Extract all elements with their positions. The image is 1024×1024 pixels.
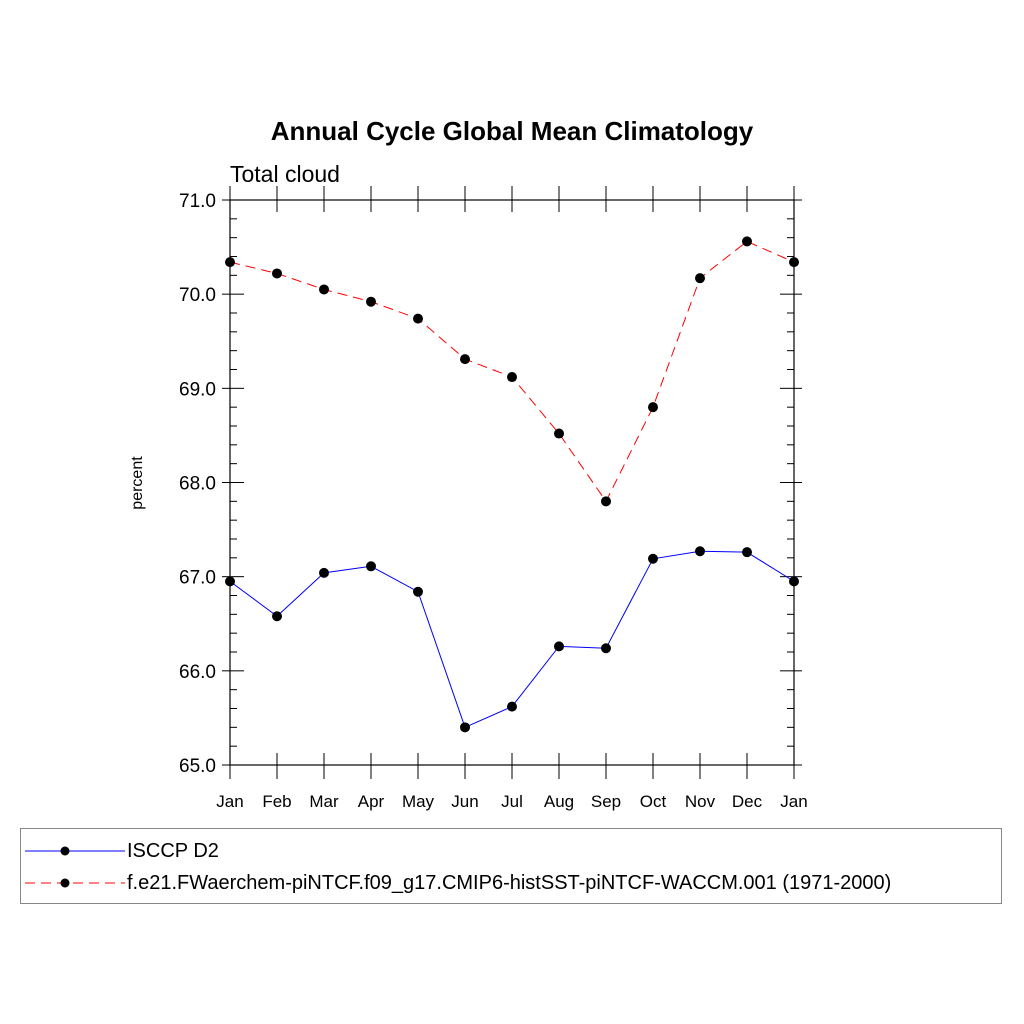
y-axis-label: percent [129, 456, 146, 510]
series-0-point [789, 576, 799, 587]
y-tick-label: 68.0 [179, 474, 216, 495]
series-1-point [648, 402, 658, 413]
x-tick-label: Sep [591, 792, 621, 811]
x-tick-label: Aug [544, 792, 574, 811]
series-0-point [507, 701, 517, 712]
legend-label-model: f.e21.FWaerchem-piNTCF.f09_g17.CMIP6-his… [127, 872, 892, 894]
y-tick-label: 70.0 [179, 285, 216, 306]
x-tick-label: Nov [685, 792, 716, 811]
series-line-0 [229, 550, 795, 729]
series-0-point [742, 547, 752, 558]
x-tick-label: May [402, 792, 435, 811]
series-line-1 [229, 240, 795, 503]
x-tick-label: Jan [216, 792, 243, 811]
series-1-point [507, 372, 517, 383]
x-tick-label: Oct [640, 792, 667, 811]
x-tick-label: Feb [262, 792, 291, 811]
series-1-point [413, 313, 423, 324]
series-0-point [695, 546, 705, 557]
series-1-point [460, 354, 470, 365]
series-1-point [225, 257, 235, 268]
y-tick-label: 66.0 [179, 662, 216, 683]
series-0-point [366, 561, 376, 572]
series-0-point [413, 586, 423, 597]
chart-subtitle: Total cloud [230, 161, 340, 187]
series-1-point [742, 236, 752, 247]
chart-title: Annual Cycle Global Mean Climatology [271, 116, 754, 146]
legend: ISCCP D2 f.e21.FWaerchem-piNTCF.f09_g17.… [20, 828, 1002, 904]
series-0-point [601, 643, 611, 654]
y-tick-label: 71.0 [179, 191, 216, 212]
series-1-point [789, 257, 799, 268]
series-0-point [460, 722, 470, 733]
legend-item-isccp: ISCCP D2 [21, 837, 1001, 865]
x-tick-label: Apr [358, 792, 385, 811]
x-tick-label: Jan [780, 792, 807, 811]
series-1-point [272, 268, 282, 279]
legend-item-model: f.e21.FWaerchem-piNTCF.f09_g17.CMIP6-his… [21, 869, 1001, 897]
y-tick-label: 65.0 [179, 756, 216, 777]
series-0-point [554, 641, 564, 652]
plot-frame [229, 199, 795, 766]
y-tick-label: 67.0 [179, 568, 216, 589]
series-1-point [319, 284, 329, 295]
series-0-point [319, 567, 329, 578]
series-0-point [225, 576, 235, 587]
legend-swatch-model [25, 878, 125, 888]
series-1-point [366, 296, 376, 307]
legend-swatch-isccp [25, 846, 125, 856]
series-1-point [601, 496, 611, 507]
series-1-point [554, 428, 564, 439]
legend-label-isccp: ISCCP D2 [127, 840, 219, 862]
series-0-point [648, 553, 658, 564]
series-0-point [272, 611, 282, 622]
x-tick-label: Jul [501, 792, 523, 811]
y-tick-label: 69.0 [179, 379, 216, 400]
series-1-point [695, 273, 705, 284]
x-tick-label: Mar [309, 792, 339, 811]
x-tick-label: Dec [732, 792, 763, 811]
x-tick-label: Jun [451, 792, 478, 811]
